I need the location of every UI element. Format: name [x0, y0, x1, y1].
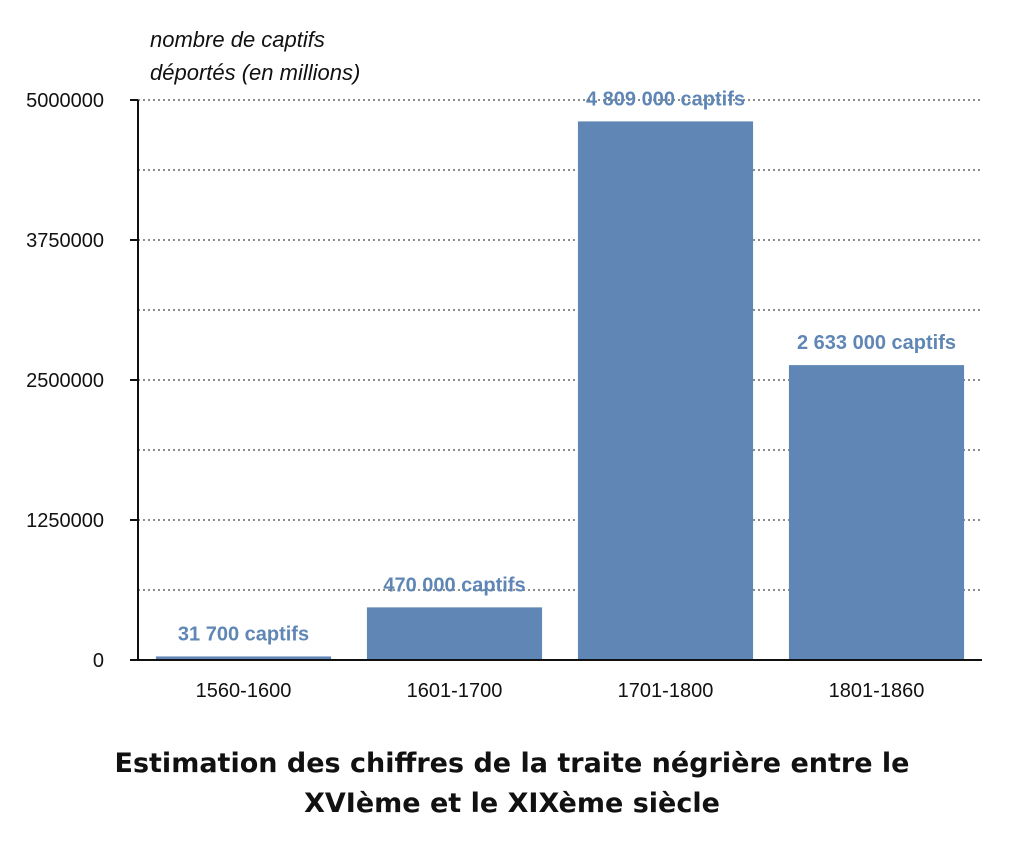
x-tick-label: 1560-1600 — [196, 680, 292, 702]
y-tick-label: 5000000 — [26, 90, 104, 112]
bars — [155, 121, 965, 661]
y-axis-title-line-1: nombre de captifs — [150, 27, 325, 52]
bar-value-label: 470 000 captifs — [383, 574, 525, 596]
bar-value-label: 2 633 000 captifs — [797, 332, 956, 354]
y-tick-label: 3750000 — [26, 230, 104, 252]
y-tick-label: 2500000 — [26, 370, 104, 392]
bar-value-label: 31 700 captifs — [178, 623, 309, 645]
chart-title-line-2: XVIème et le XIXème siècle — [304, 788, 720, 819]
bar-chart: nombre de captifs déportés (en millions)… — [26, 27, 982, 702]
chart-title-line-1: Estimation des chiffres de la traite nég… — [114, 748, 910, 779]
bar — [366, 607, 543, 660]
bar — [788, 365, 965, 660]
y-tick-labels: 0 1250000 2500000 3750000 5000000 — [26, 90, 138, 672]
data-labels: 31 700 captifs 470 000 captifs 4 809 000 c… — [178, 88, 956, 645]
x-tick-label: 1701-1800 — [618, 680, 714, 702]
y-axis-title-line-2: déportés (en millions) — [150, 60, 360, 85]
x-tick-labels: 1560-1600 1601-1700 1701-1800 1801-1860 — [196, 680, 925, 702]
bar-value-label: 4 809 000 captifs — [586, 88, 745, 110]
x-tick-label: 1801-1860 — [829, 680, 925, 702]
y-tick-label: 1250000 — [26, 510, 104, 532]
bar — [155, 656, 332, 660]
y-tick-label: 0 — [93, 650, 104, 672]
bar — [577, 121, 754, 661]
y-axis-title: nombre de captifs déportés (en millions) — [150, 27, 360, 85]
x-tick-label: 1601-1700 — [407, 680, 503, 702]
gridlines — [138, 99, 982, 591]
